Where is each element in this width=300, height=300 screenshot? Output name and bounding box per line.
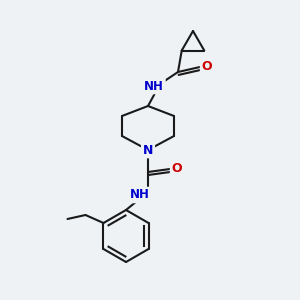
Text: NH: NH [130, 188, 150, 202]
Text: N: N [143, 143, 153, 157]
Text: NH: NH [144, 80, 164, 92]
Text: O: O [172, 161, 182, 175]
Text: O: O [202, 59, 212, 73]
